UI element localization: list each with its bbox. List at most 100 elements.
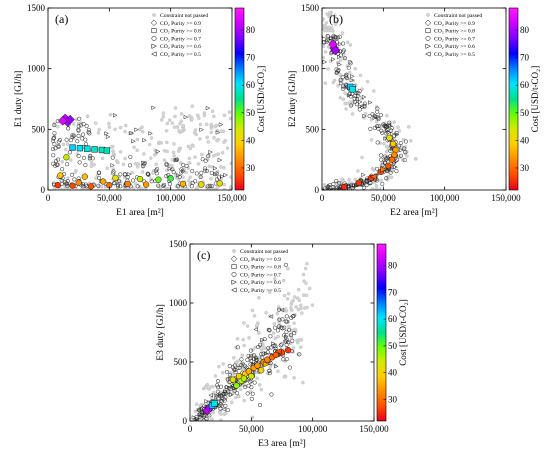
y-tick-label: 1500 [301,3,320,13]
constraint-point [147,142,152,147]
colored-points [54,113,223,190]
passed-point [284,329,289,334]
constraint-point [141,129,145,134]
passed-point [131,139,136,144]
constraint-point [396,125,400,130]
constraint-point [289,300,294,305]
passed-point [215,393,221,399]
colorbar-tick-label: 40 [388,368,398,378]
passed-point [374,115,379,120]
passed-point [336,68,341,74]
passed-point [261,351,266,356]
passed-point [269,345,274,350]
passed-point [214,171,219,176]
passed-point [76,127,81,132]
legend-marker [231,279,238,285]
constraint-point [264,311,268,315]
constraint-point [56,125,60,129]
passed-point [96,183,101,188]
data-point [272,351,279,359]
constraint-point [330,189,332,190]
passed-point [221,407,227,412]
data-point [369,173,377,180]
passed-point [66,126,71,131]
passed-point [183,114,189,120]
legend-label: Constraint not passed [434,13,482,19]
data-point [248,373,255,380]
constraint-point [235,337,240,341]
constraint-point [345,189,347,190]
constraint-point [365,79,370,84]
passed-point [164,174,169,179]
passed-points [191,262,302,421]
constraint-point [164,129,169,133]
constraint-point [181,123,186,128]
passed-point [387,120,392,125]
constraint-point [197,116,201,120]
constraint-point [170,121,175,125]
passed-point [176,173,181,178]
data-point [240,375,248,382]
data-point [274,348,282,355]
legend-marker [151,28,157,34]
colorbar-tick-label: 30 [520,163,530,173]
constraint-point [207,164,212,169]
passed-point [202,166,207,171]
passed-point [350,74,355,79]
constraint-point [240,353,245,358]
constraint-point [132,145,136,150]
passed-point [112,181,117,186]
passed-point [253,327,258,332]
passed-point [112,113,118,118]
passed-point [51,136,56,141]
constraint-point [222,165,226,170]
constraint-point [382,141,386,146]
passed-point [258,342,263,347]
x-tick-label: 0 [46,193,51,203]
constraint-point [213,124,217,129]
passed-point [56,157,61,162]
passed-point [223,395,228,400]
passed-point [351,183,356,188]
passed-point [279,307,285,313]
constraint-point [161,111,166,115]
passed-point [52,135,57,140]
passed-point [289,332,294,338]
passed-point [292,331,297,336]
constraint-point [229,185,232,189]
passed-point [78,123,83,128]
constraint-point [63,147,68,152]
constraint-point [68,158,73,162]
constraint-point [255,376,259,381]
constraint-point [322,183,327,187]
passed-point [395,157,400,162]
constraint-point [123,123,128,128]
data-point [330,45,341,56]
constraint-point [229,175,232,179]
passed-point [59,178,64,183]
constraint-point [209,130,213,135]
data-point [340,183,348,190]
y-axis-label: E3 duty [GJ/h] [156,304,166,360]
constraint-point [283,307,288,311]
plot-frame [189,243,375,422]
constraint-point [378,187,382,190]
constraint-point [285,297,290,301]
constraint-point [362,193,365,196]
colorbar-tick-label: 50 [520,108,530,118]
colorbar [234,7,245,191]
colorbar-tick-label: 80 [520,25,530,35]
passed-point [253,357,259,362]
data-point [76,145,84,152]
constraint-point [346,195,349,198]
constraint-point [257,383,262,387]
constraint-point [215,185,220,190]
passed-point [128,163,133,168]
passed-point [246,383,251,388]
constraint-point [374,187,379,190]
passed-point [330,188,334,190]
passed-point [245,357,250,362]
passed-point [285,338,290,343]
passed-point [268,361,273,366]
passed-point [199,412,204,417]
